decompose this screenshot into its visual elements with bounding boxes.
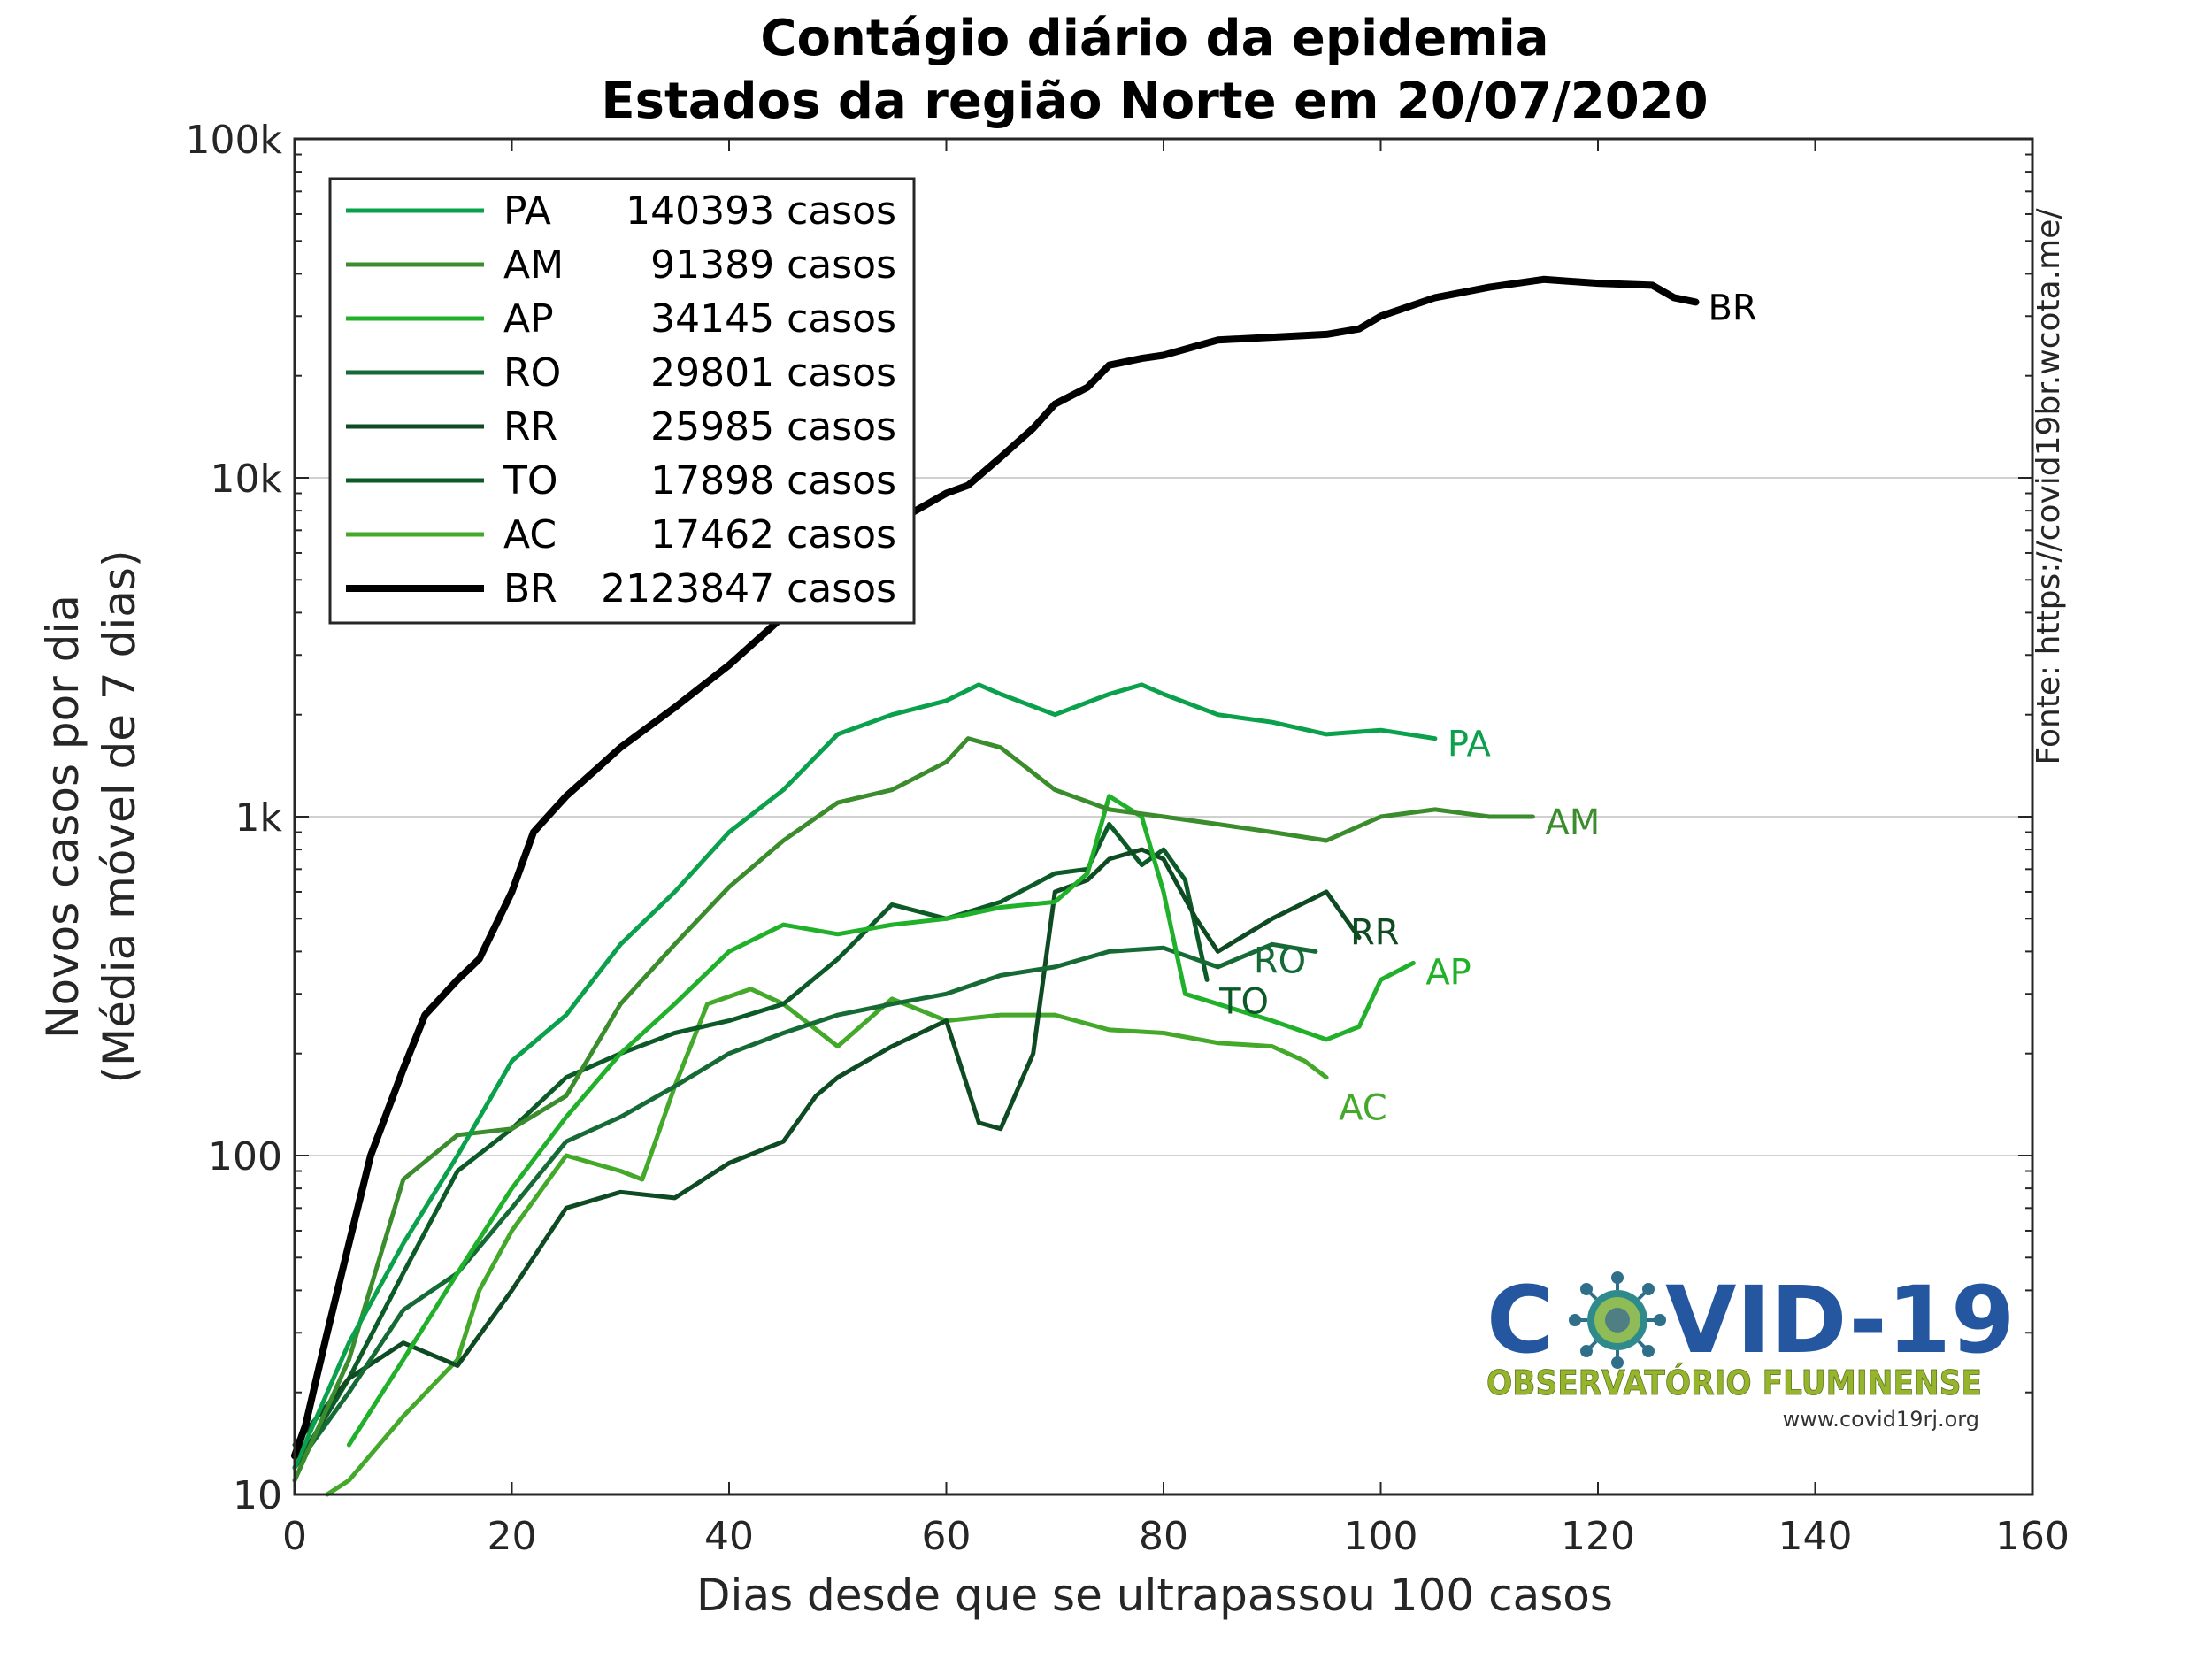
series-line-ac (325, 987, 1329, 1497)
end-label-ro: RO (1254, 941, 1306, 981)
logo: C VID-19 OBSERVATÓRIO FLUMINENSE www.cov… (1486, 1266, 2016, 1432)
y-axis-label-line1: Novos casos por dia (37, 595, 88, 1039)
x-tick-label: 80 (1139, 1514, 1188, 1559)
legend-total-ac: 17462 casos (650, 512, 896, 557)
x-tick-label: 20 (488, 1514, 537, 1559)
legend-total-am: 91389 casos (650, 242, 896, 288)
plot-frame (293, 137, 2034, 1496)
x-tick-label: 160 (1995, 1514, 2070, 1559)
y-tick-label: 100k (186, 118, 283, 163)
x-axis-label: Dias desde que se ultrapassou 100 casos (696, 1570, 1613, 1621)
legend-code-rr: RR (503, 404, 557, 449)
x-tick-label: 0 (282, 1514, 307, 1559)
logo-subtitle: OBSERVATÓRIO FLUMINENSE (1486, 1363, 1982, 1402)
series-lines (291, 275, 1700, 1497)
legend-total-br: 2123847 casos (601, 566, 896, 611)
y-tick-label: 10k (211, 457, 283, 502)
legend-total-ap: 34145 casos (650, 296, 896, 342)
legend-total-to: 17898 casos (650, 458, 896, 503)
x-tick-label: 60 (922, 1514, 972, 1559)
axis-ticks: 0 20 40 60 80 100 120 140 160 10 100 1k 10k 100k (186, 118, 2070, 1559)
y-tick-label: 100 (208, 1134, 282, 1179)
source-label: Fonte: https://covid19br.wcota.me/ (2031, 208, 2067, 765)
logo-title: VID-19 (1665, 1266, 2015, 1374)
legend-box (328, 177, 916, 625)
legend: PA 140393 casos AM 91389 casos AP 34145 casos… (328, 177, 916, 625)
y-tick-label: 1k (235, 795, 283, 841)
legend-code-ro: RO (503, 350, 561, 396)
virus-icon (1569, 1271, 1666, 1369)
series-line-rr (292, 847, 1362, 1448)
legend-total-ro: 29801 casos (650, 350, 896, 396)
legend-code-pa: PA (503, 188, 551, 234)
legend-code-am: AM (503, 242, 564, 288)
legend-total-rr: 25985 casos (650, 404, 896, 449)
end-label-to: TO (1218, 981, 1269, 1022)
legend-code-ap: AP (503, 296, 554, 342)
legend-code-ac: AC (503, 512, 557, 557)
chart-subtitle: Estados da região Norte em 20/07/2020 (601, 73, 1708, 130)
x-tick-label: 120 (1561, 1514, 1635, 1559)
legend-total-pa: 140393 casos (626, 188, 896, 234)
logo-url: www.covid19rj.org (1783, 1407, 1979, 1432)
x-tick-label: 40 (704, 1514, 754, 1559)
series-line-pa (292, 682, 1438, 1471)
end-label-rr: RR (1350, 913, 1400, 954)
end-label-am: AM (1545, 803, 1600, 843)
end-label-pa: PA (1448, 725, 1492, 765)
logo-letter-c: C (1486, 1266, 1554, 1374)
series-line-br (291, 275, 1700, 1460)
legend-code-br: BR (503, 566, 557, 611)
end-label-br: BR (1708, 288, 1756, 328)
legend-code-to: TO (503, 458, 558, 503)
y-tick-label: 10 (233, 1473, 282, 1518)
end-label-ac: AC (1339, 1088, 1387, 1129)
end-label-ap: AP (1425, 952, 1471, 993)
chart-title: Contágio diário da epidemia (760, 10, 1548, 67)
y-axis-label-line2: (Média móvel de 7 dias) (94, 550, 145, 1084)
series-end-labels: AC TO RR RO AP AM PA BR (1218, 288, 1757, 1128)
x-tick-label: 140 (1778, 1514, 1853, 1559)
series-line-to (292, 822, 1210, 1471)
x-tick-label: 100 (1344, 1514, 1418, 1559)
series-line-ap (346, 794, 1416, 1448)
series-line-am (292, 736, 1535, 1483)
